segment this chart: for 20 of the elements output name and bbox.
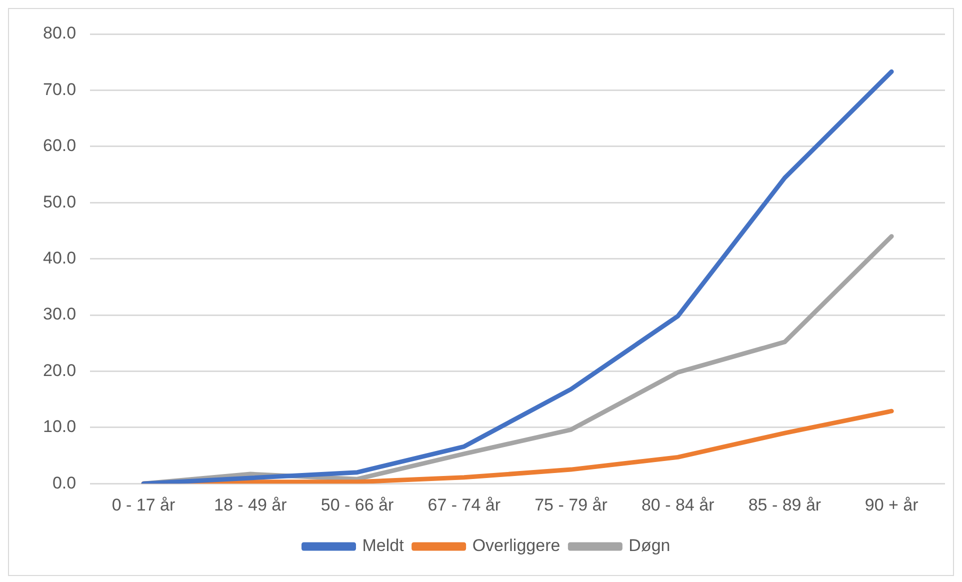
x-tick-label: 67 - 74 år (428, 495, 501, 514)
legend-label: Overliggere (472, 536, 560, 556)
x-tick-label: 85 - 89 år (748, 495, 822, 514)
x-tick-label: 50 - 66 år (320, 495, 394, 514)
x-tick-label: 90 + år (864, 495, 919, 514)
legend-label: Døgn (628, 536, 670, 556)
y-tick-label: 10.0 (42, 417, 76, 436)
x-tick-label: 75 - 79 år (534, 495, 608, 514)
y-tick-label: 40.0 (42, 248, 76, 268)
y-tick-label: 20.0 (42, 360, 76, 380)
x-tick-label: 18 - 49 år (214, 495, 288, 514)
y-tick-label: 70.0 (42, 80, 76, 99)
x-tick-label: 0 - 17 år (112, 495, 176, 514)
y-tick-label: 30.0 (42, 304, 76, 324)
y-tick-label: 60.0 (42, 136, 76, 156)
y-tick-label: 80.0 (42, 24, 76, 43)
y-tick-label: 50.0 (42, 192, 76, 212)
y-tick-label: 0.0 (52, 473, 76, 492)
legend-label: Meldt (362, 536, 404, 556)
x-tick-label: 80 - 84 år (641, 495, 715, 514)
